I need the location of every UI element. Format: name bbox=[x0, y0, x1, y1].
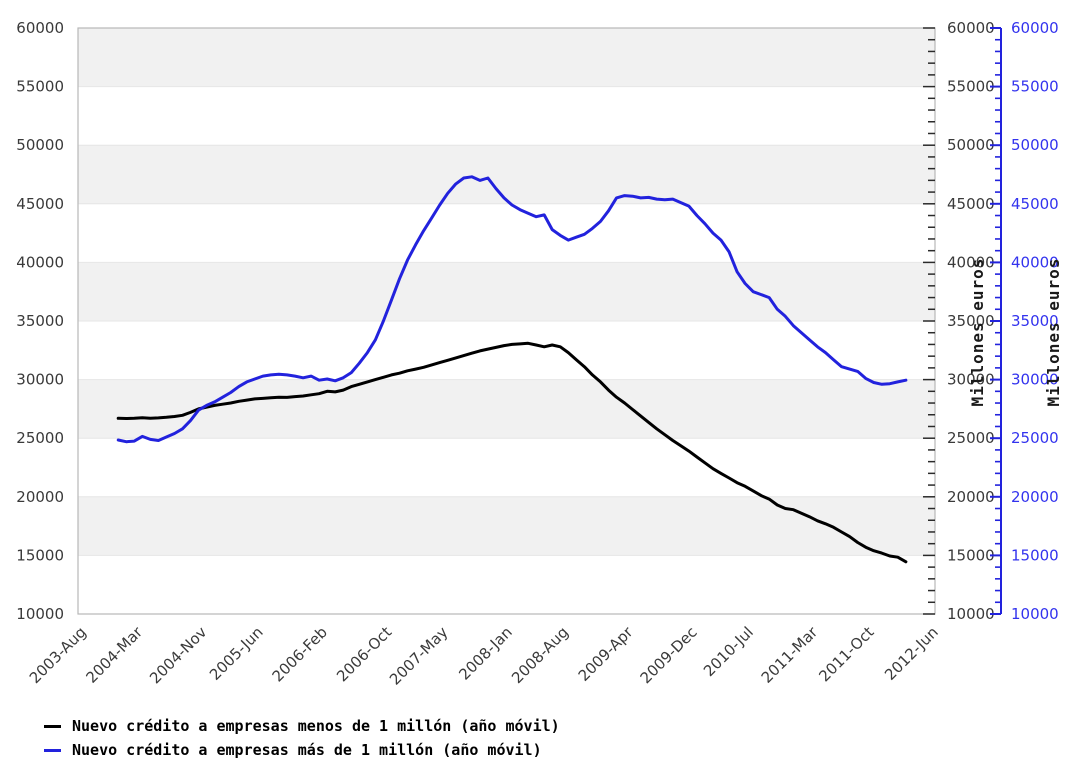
x-axis-tick-label: 2010-Jul bbox=[700, 623, 757, 680]
x-axis-tick-label: 2008-Aug bbox=[508, 623, 572, 687]
y-axis-right-inner-tick-label: 25000 bbox=[947, 429, 995, 447]
x-axis-tick-label: 2005-Jun bbox=[206, 623, 267, 684]
y-axis-left-tick-label: 50000 bbox=[16, 136, 64, 154]
y-axis-left-tick-label: 20000 bbox=[16, 488, 64, 506]
y-axis-right-inner-tick-label: 10000 bbox=[947, 605, 995, 623]
y-axis-left-tick-label: 25000 bbox=[16, 429, 64, 447]
y-axis-right-outer-tick-label: 35000 bbox=[1011, 312, 1059, 330]
y-axis-left-tick-label: 30000 bbox=[16, 371, 64, 389]
y-axis-right-inner-tick-label: 15000 bbox=[947, 546, 995, 564]
y-axis-right-inner-tick-label: 20000 bbox=[947, 488, 995, 506]
legend-label: Nuevo crédito a empresas menos de 1 mill… bbox=[72, 717, 560, 735]
y-axis-right-outer-tick-label: 30000 bbox=[1011, 371, 1059, 389]
legend-item-mas-1-millon: Nuevo crédito a empresas más de 1 millón… bbox=[44, 738, 560, 762]
y-band bbox=[78, 28, 935, 87]
x-axis-tick-label: 2008-Jan bbox=[455, 623, 515, 683]
y-axis-right-inner-tick-label: 60000 bbox=[947, 19, 995, 37]
y-axis-left-tick-label: 15000 bbox=[16, 546, 64, 564]
y-axis-right-outer-unit-label: Millones euros bbox=[1044, 258, 1063, 407]
y-axis-right-outer-tick-label: 50000 bbox=[1011, 136, 1059, 154]
y-axis-left-tick-label: 10000 bbox=[16, 605, 64, 623]
y-axis-right-outer-tick-label: 20000 bbox=[1011, 488, 1059, 506]
x-axis-tick-label: 2009-Dec bbox=[637, 623, 701, 687]
legend: Nuevo crédito a empresas menos de 1 mill… bbox=[44, 714, 560, 762]
legend-label: Nuevo crédito a empresas más de 1 millón… bbox=[72, 741, 542, 759]
series-line-mas bbox=[116, 175, 908, 444]
y-axis-right-outer-tick-label: 60000 bbox=[1011, 19, 1059, 37]
y-axis-right-inner-tick-label: 45000 bbox=[947, 195, 995, 213]
x-axis-tick-label: 2004-Nov bbox=[146, 623, 210, 687]
x-axis-tick-label: 2003-Aug bbox=[26, 623, 90, 687]
y-band bbox=[78, 145, 935, 204]
y-axis-left-tick-label: 45000 bbox=[16, 195, 64, 213]
y-axis-right-inner-tick-label: 40000 bbox=[947, 253, 995, 271]
y-axis-right-inner-tick-label: 35000 bbox=[947, 312, 995, 330]
y-axis-right-outer-tick-label: 25000 bbox=[1011, 429, 1059, 447]
series-line-menos bbox=[116, 341, 908, 564]
x-axis-tick-label: 2006-Feb bbox=[269, 623, 331, 685]
y-axis-right-outer-tick-label: 40000 bbox=[1011, 253, 1059, 271]
y-axis-left-tick-label: 60000 bbox=[16, 19, 64, 37]
legend-swatch-blue-line bbox=[44, 748, 61, 752]
legend-item-menos-1-millon: Nuevo crédito a empresas menos de 1 mill… bbox=[44, 714, 560, 738]
y-axis-left-tick-label: 35000 bbox=[16, 312, 64, 330]
x-axis-tick-label: 2011-Oct bbox=[815, 623, 877, 685]
x-axis-tick-label: 2012-Jun bbox=[881, 623, 942, 684]
y-axis-left-tick-label: 40000 bbox=[16, 253, 64, 271]
y-band bbox=[78, 262, 935, 321]
y-axis-right-outer-tick-label: 55000 bbox=[1011, 78, 1059, 96]
y-band bbox=[78, 496, 935, 556]
y-axis-right-inner-unit-label: Millones euros bbox=[968, 258, 987, 407]
y-axis-right-outer-tick-label: 10000 bbox=[1011, 605, 1059, 623]
y-axis-left-tick-label: 55000 bbox=[16, 78, 64, 96]
y-band bbox=[78, 379, 935, 439]
x-axis-tick-label: 2009-Apr bbox=[575, 623, 637, 685]
legend-swatch-black-line bbox=[44, 724, 61, 728]
y-axis-right-inner-tick-label: 30000 bbox=[947, 371, 995, 389]
y-axis-right-outer-tick-label: 15000 bbox=[1011, 546, 1059, 564]
x-axis-tick-label: 2004-Mar bbox=[83, 623, 147, 687]
y-axis-right-inner-tick-label: 55000 bbox=[947, 78, 995, 96]
x-axis-tick-label: 2007-May bbox=[386, 623, 452, 689]
x-axis-tick-label: 2011-Mar bbox=[758, 623, 822, 687]
y-axis-right-outer-tick-label: 45000 bbox=[1011, 195, 1059, 213]
y-axis-right-inner-tick-label: 50000 bbox=[947, 136, 995, 154]
